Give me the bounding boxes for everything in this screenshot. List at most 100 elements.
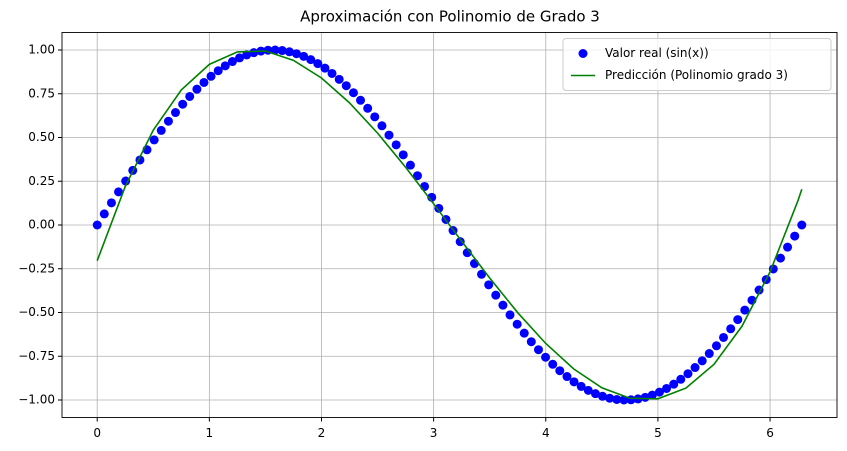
data-point bbox=[697, 356, 707, 366]
data-point bbox=[683, 369, 693, 379]
data-point bbox=[512, 319, 522, 329]
data-point bbox=[313, 59, 323, 69]
data-point bbox=[99, 209, 109, 219]
data-point bbox=[576, 381, 586, 391]
data-point bbox=[178, 99, 188, 109]
data-point bbox=[605, 393, 615, 403]
data-point bbox=[270, 45, 280, 55]
data-point bbox=[690, 363, 700, 373]
data-point bbox=[783, 242, 793, 252]
data-point bbox=[519, 328, 529, 338]
data-point bbox=[775, 253, 785, 263]
data-point bbox=[384, 130, 394, 140]
y-tick-label: 0.00 bbox=[28, 218, 55, 232]
data-point bbox=[299, 51, 309, 61]
data-point bbox=[541, 352, 551, 362]
data-line bbox=[96, 50, 803, 400]
data-point bbox=[669, 379, 679, 389]
data-point bbox=[327, 68, 337, 78]
data-point bbox=[790, 231, 800, 241]
data-point bbox=[320, 63, 330, 73]
legend-label: Valor real (sin(x)) bbox=[605, 46, 709, 60]
data-point bbox=[505, 310, 515, 320]
x-tick-label: 6 bbox=[766, 426, 774, 440]
x-tick-label: 1 bbox=[206, 426, 214, 440]
y-tick-label: 0.25 bbox=[28, 174, 55, 188]
x-tick-label: 5 bbox=[654, 426, 662, 440]
data-point bbox=[526, 337, 536, 347]
data-point bbox=[121, 176, 131, 186]
data-point bbox=[469, 259, 479, 269]
data-point bbox=[356, 95, 366, 105]
data-point bbox=[797, 220, 807, 230]
legend-marker bbox=[578, 49, 588, 58]
data-point bbox=[619, 395, 629, 405]
data-point bbox=[562, 372, 572, 382]
data-point bbox=[555, 366, 565, 376]
data-point bbox=[156, 125, 166, 135]
x-tick-label: 3 bbox=[430, 426, 438, 440]
data-point bbox=[242, 50, 252, 60]
data-point bbox=[92, 220, 102, 230]
data-point bbox=[114, 187, 124, 197]
x-tick-label: 2 bbox=[318, 426, 326, 440]
data-point bbox=[498, 300, 508, 310]
data-point bbox=[412, 171, 422, 181]
data-point bbox=[106, 198, 116, 208]
data-point bbox=[654, 387, 664, 397]
data-point bbox=[676, 374, 686, 384]
legend-label: Predicción (Polinomio grado 3) bbox=[605, 68, 788, 82]
data-point bbox=[583, 385, 593, 395]
data-point bbox=[220, 61, 230, 71]
y-tick-label: 1.00 bbox=[28, 43, 55, 57]
data-point bbox=[284, 47, 294, 57]
data-point bbox=[590, 389, 600, 399]
data-point bbox=[213, 66, 223, 76]
data-point bbox=[398, 150, 408, 160]
x-tick-label: 0 bbox=[93, 426, 101, 440]
y-tick-label: −1.00 bbox=[18, 393, 55, 407]
data-point bbox=[199, 77, 209, 87]
data-point bbox=[569, 377, 579, 387]
data-point bbox=[647, 390, 657, 400]
data-point bbox=[484, 280, 494, 290]
data-point bbox=[227, 57, 237, 67]
data-point bbox=[391, 140, 401, 150]
data-point bbox=[377, 121, 387, 131]
data-point bbox=[455, 237, 465, 247]
y-tick-label: −0.75 bbox=[18, 349, 55, 363]
y-tick-label: 0.75 bbox=[28, 86, 55, 100]
x-tick-label: 4 bbox=[542, 426, 550, 440]
data-point bbox=[719, 332, 729, 342]
y-tick-label: −0.50 bbox=[18, 305, 55, 319]
data-point bbox=[170, 108, 180, 118]
data-point bbox=[235, 53, 245, 63]
data-point bbox=[477, 269, 487, 279]
data-point bbox=[598, 391, 608, 401]
data-point bbox=[363, 103, 373, 113]
data-point bbox=[726, 324, 736, 334]
data-point bbox=[612, 394, 622, 404]
plot-frame bbox=[61, 32, 838, 418]
data-point bbox=[370, 112, 380, 122]
data-point bbox=[185, 91, 195, 101]
data-point bbox=[334, 74, 344, 84]
chart-title: Aproximación con Polinomio de Grado 3 bbox=[300, 8, 600, 26]
data-point bbox=[548, 359, 558, 369]
y-tick-label: −0.25 bbox=[18, 261, 55, 275]
data-point bbox=[163, 116, 173, 126]
data-point bbox=[640, 392, 650, 402]
data-point bbox=[420, 181, 430, 191]
legend-box bbox=[562, 38, 832, 91]
data-point bbox=[277, 46, 287, 56]
data-point bbox=[533, 345, 543, 355]
data-point bbox=[733, 315, 743, 325]
data-point bbox=[434, 203, 444, 213]
data-point bbox=[348, 88, 358, 98]
data-point bbox=[711, 341, 721, 351]
data-point bbox=[206, 71, 216, 81]
legend: Valor real (sin(x)) Predicción (Polinomio… bbox=[562, 38, 832, 91]
data-point bbox=[405, 160, 415, 170]
